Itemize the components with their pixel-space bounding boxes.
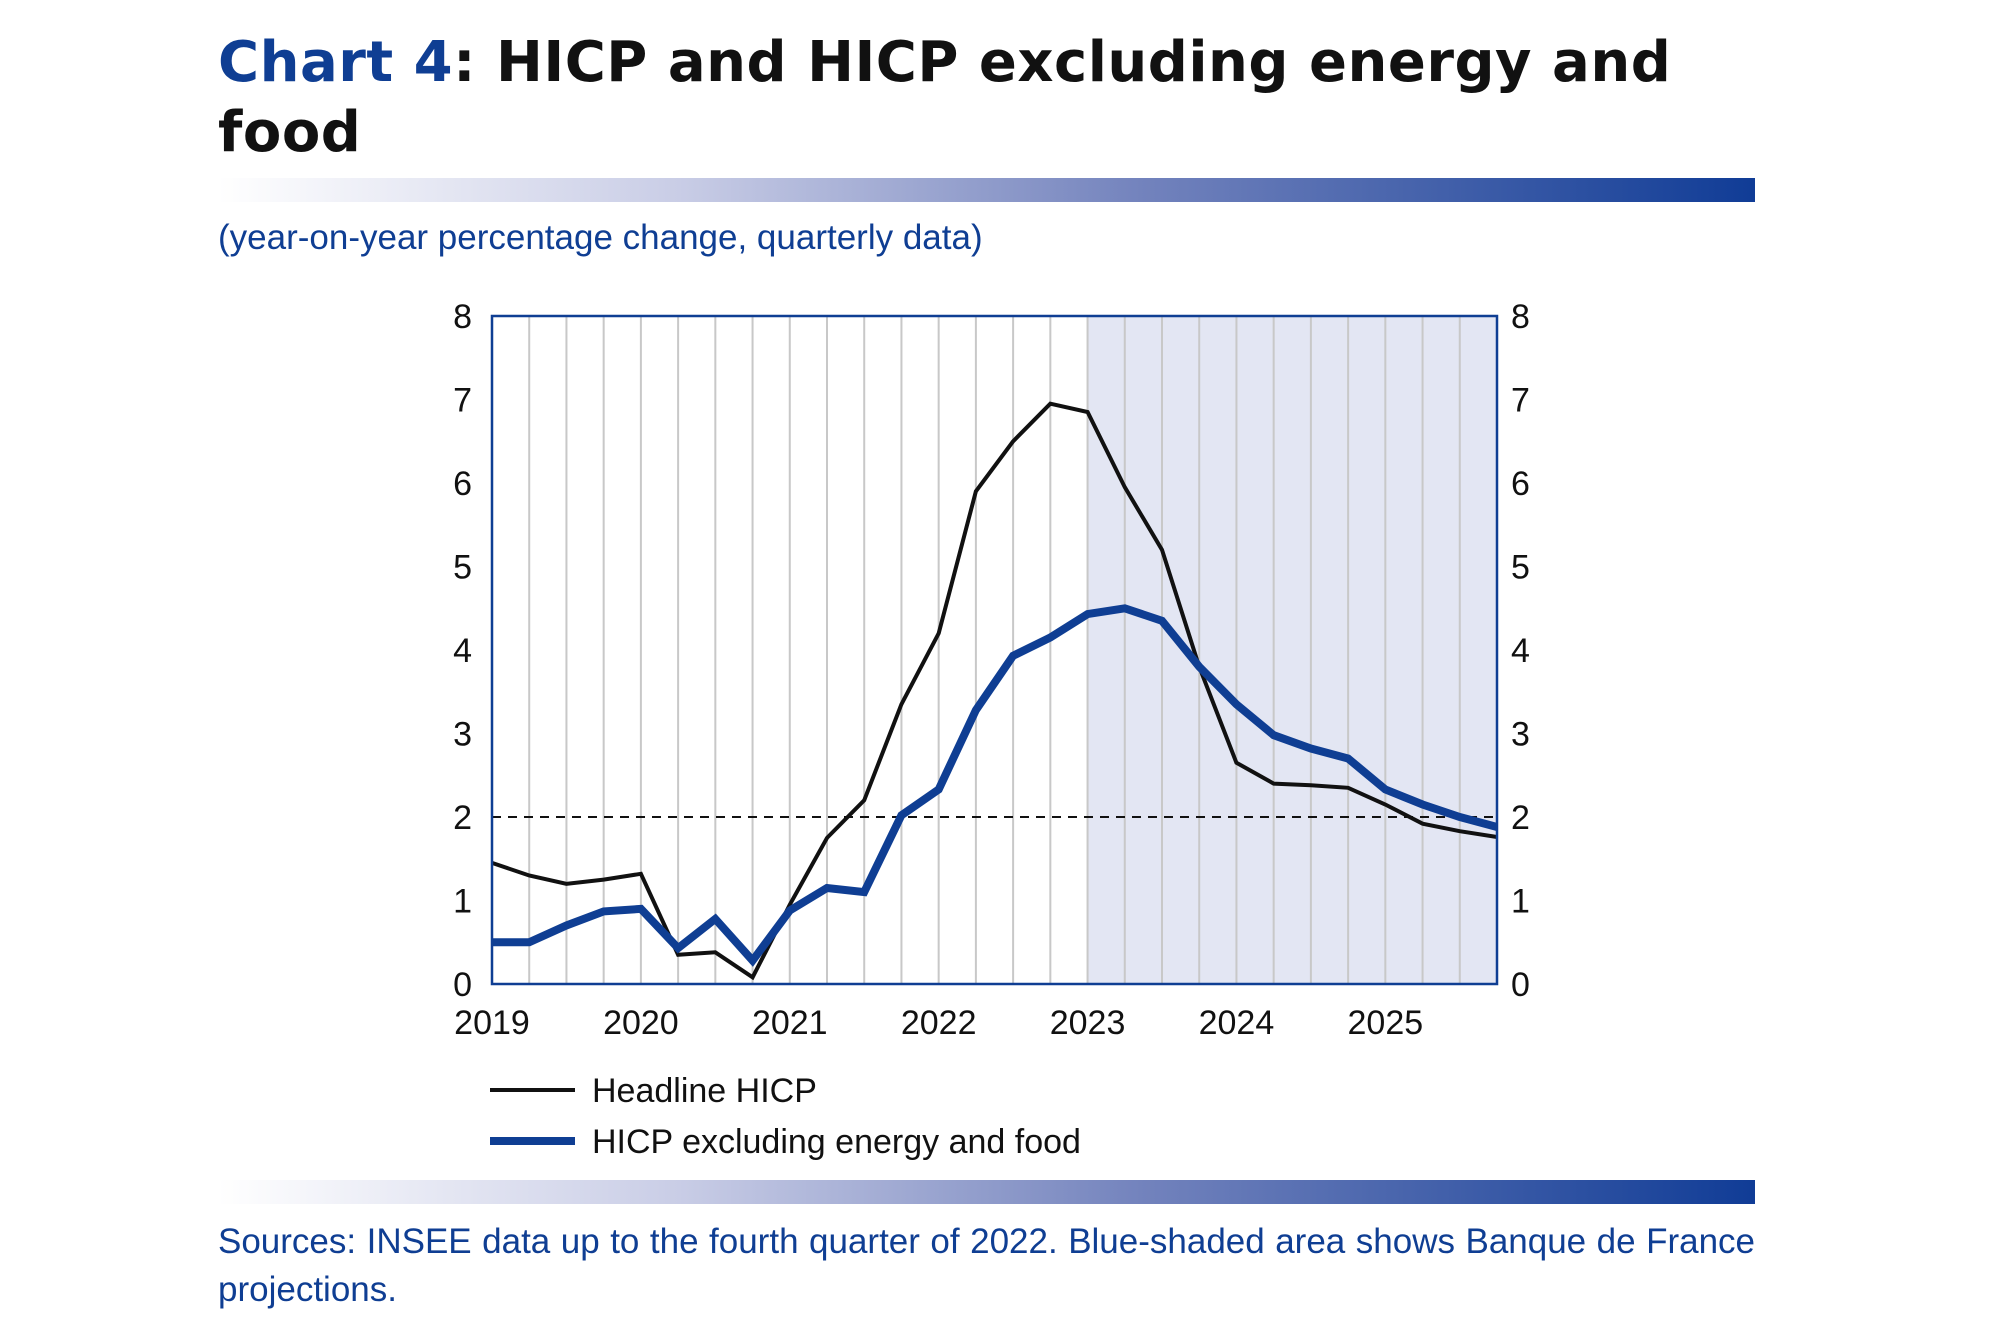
- legend-label: Headline HICP: [592, 1072, 817, 1110]
- y-tick-label-left: 7: [453, 382, 472, 420]
- y-tick-label-left: 0: [453, 966, 472, 1004]
- y-tick-label-left: 5: [453, 549, 472, 587]
- y-tick-label-right: 0: [1511, 966, 1530, 1004]
- y-tick-label-right: 7: [1511, 382, 1530, 420]
- y-tick-label-right: 6: [1511, 465, 1530, 503]
- legend: Headline HICP HICP excluding energy and f…: [490, 1072, 1081, 1161]
- y-tick-label-left: 2: [453, 799, 472, 837]
- x-tick-label: 2019: [454, 1004, 530, 1042]
- y-tick-label-right: 1: [1511, 883, 1530, 921]
- x-tick-label: 2021: [752, 1004, 828, 1042]
- series-line-headline-hicp: [491, 401, 1498, 981]
- y-tick-label-right: 4: [1511, 632, 1530, 670]
- source-note: Sources: INSEE data up to the fourth qua…: [218, 1222, 1755, 1309]
- chart-svg: 0 0 1 1 2 2 3 3 4 4 5 5 6 6 7 7 8 8 2019 2020 2021 2022 2023 20…: [453, 298, 1530, 1161]
- projection-shaded-area: [1087, 316, 1497, 984]
- x-tick-label: 2020: [603, 1004, 679, 1042]
- series-line-hicp-excl-energy-food: [492, 604, 1499, 967]
- chart-title-text: : HICP and HICP excluding energy and foo…: [218, 30, 1672, 165]
- x-tick-label: 2023: [1050, 1004, 1126, 1042]
- x-tick-label: 2022: [901, 1004, 977, 1042]
- chart-subtitle: (year-on-year percentage change, quarter…: [218, 218, 983, 257]
- y-tick-label-right: 5: [1511, 549, 1530, 587]
- legend-label: HICP excluding energy and food: [592, 1123, 1081, 1161]
- plot-area: 0 0 1 1 2 2 3 3 4 4 5 5 6 6 7 7 8 8 2019 2020 2021 2022 2023 20…: [453, 298, 1530, 1042]
- plot-frame: [490, 314, 1499, 986]
- y-tick-label-left: 3: [453, 716, 472, 754]
- y-tick-label-right: 2: [1511, 799, 1530, 837]
- x-tick-label: 2024: [1199, 1004, 1275, 1042]
- x-tick-label: 2025: [1348, 1004, 1424, 1042]
- y-tick-label-left: 1: [453, 883, 472, 921]
- y-tick-label-left: 6: [453, 465, 472, 503]
- y-tick-label-right: 3: [1511, 716, 1530, 754]
- chart-title-number: Chart 4: [218, 30, 454, 95]
- bottom-gradient-bar: [218, 1180, 1755, 1204]
- y-tick-label-right: 8: [1511, 298, 1530, 336]
- top-gradient-bar: [218, 178, 1755, 202]
- y-tick-label-left: 8: [453, 298, 472, 336]
- y-tick-label-left: 4: [453, 632, 472, 670]
- chart-title: Chart 4: HICP and HICP excluding energy …: [218, 28, 1758, 168]
